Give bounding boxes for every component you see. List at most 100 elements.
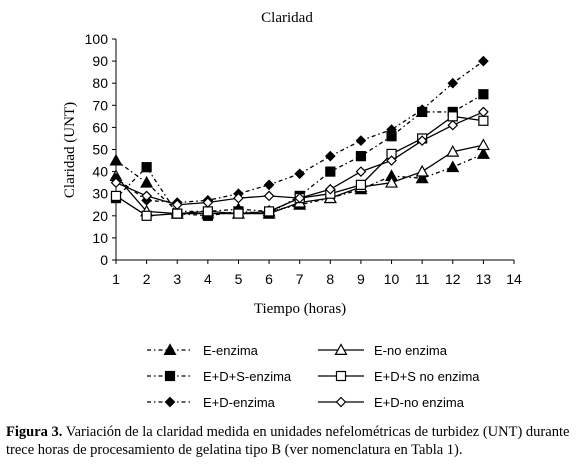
data-point bbox=[386, 155, 397, 166]
legend: E-enzima E-no enzima E+D+S-enzima E+D+S no … bbox=[147, 343, 480, 410]
y-axis-label: Claridad (UNT) bbox=[62, 102, 78, 198]
data-point bbox=[233, 192, 244, 204]
data-point bbox=[476, 147, 490, 159]
x-tick-label: 6 bbox=[265, 271, 273, 287]
data-point bbox=[355, 135, 367, 147]
data-point bbox=[416, 135, 428, 147]
data-point bbox=[478, 115, 489, 126]
x-tick-label: 5 bbox=[235, 271, 243, 287]
data-point bbox=[415, 164, 429, 177]
x-tick-label: 12 bbox=[445, 271, 461, 287]
data-point bbox=[355, 179, 367, 190]
x-tick-label: 10 bbox=[384, 271, 400, 287]
data-point bbox=[263, 190, 275, 202]
data-point bbox=[355, 166, 367, 177]
y-tick-label: 70 bbox=[92, 97, 108, 113]
data-point bbox=[233, 208, 244, 219]
legend-item: E-enzima bbox=[147, 343, 259, 358]
data-point bbox=[202, 197, 214, 208]
data-point bbox=[294, 192, 306, 204]
x-tick-label: 7 bbox=[296, 271, 304, 287]
y-tick-label: 30 bbox=[92, 186, 108, 202]
y-tick-label: 90 bbox=[92, 53, 108, 69]
data-point bbox=[478, 106, 489, 118]
data-point bbox=[447, 77, 459, 89]
legend-label: E+D-enzima bbox=[203, 395, 276, 410]
data-point bbox=[263, 179, 275, 191]
legend-marker bbox=[335, 370, 347, 382]
caption-text: Variación de la claridad medida en unida… bbox=[6, 424, 570, 458]
chart-title: Claridad bbox=[261, 10, 313, 26]
y-axis-label-group: Claridad (UNT) bbox=[62, 102, 78, 198]
data-point bbox=[325, 166, 336, 177]
data-point bbox=[294, 168, 306, 180]
legend-label: E-enzima bbox=[203, 343, 259, 358]
y-tick-label: 50 bbox=[92, 142, 108, 158]
series-layer bbox=[109, 55, 490, 221]
data-point bbox=[446, 144, 460, 157]
data-point bbox=[386, 124, 397, 135]
legend-label: E+D+S-enzima bbox=[203, 369, 292, 384]
data-point bbox=[171, 199, 183, 211]
y-tick-label: 20 bbox=[92, 208, 108, 224]
data-point bbox=[110, 177, 122, 188]
caption-label: Figura 3. bbox=[6, 424, 63, 440]
legend-item: E+D+S-enzima bbox=[147, 369, 292, 384]
data-point bbox=[141, 162, 152, 173]
legend-label: E+D-no enzima bbox=[374, 395, 465, 410]
data-point bbox=[447, 111, 458, 122]
data-point bbox=[478, 55, 489, 67]
data-point bbox=[447, 119, 459, 131]
data-point bbox=[385, 175, 399, 188]
y-tick-label: 40 bbox=[92, 164, 108, 180]
x-axis-label: Tiempo (horas) bbox=[254, 301, 346, 317]
data-point bbox=[355, 151, 367, 162]
legend-marker bbox=[164, 370, 176, 382]
data-point bbox=[141, 190, 152, 202]
y-tick-label: 100 bbox=[85, 31, 109, 47]
legend-marker bbox=[334, 343, 348, 355]
x-tick-label: 13 bbox=[476, 271, 492, 287]
legend-item: E-no enzima bbox=[318, 343, 448, 358]
data-point bbox=[140, 175, 154, 188]
data-point bbox=[478, 89, 489, 100]
data-point bbox=[109, 153, 123, 166]
series-6 bbox=[110, 106, 489, 211]
data-point bbox=[476, 138, 490, 151]
data-point bbox=[324, 150, 336, 162]
legend-item: E+D-enzima bbox=[147, 395, 276, 410]
x-tick-label: 1 bbox=[112, 271, 120, 287]
x-tick-label: 3 bbox=[173, 271, 181, 287]
legend-label: E+D+S no enzima bbox=[374, 369, 480, 384]
x-tick-label: 11 bbox=[415, 271, 430, 287]
legend-label: E-no enzima bbox=[374, 343, 448, 358]
x-tick-label: 4 bbox=[204, 271, 212, 287]
chart: Claridad Claridad (UNT) Tiempo (horas) 0… bbox=[62, 10, 522, 410]
legend-item: E+D+S no enzima bbox=[318, 369, 480, 384]
legend-marker bbox=[163, 343, 177, 355]
data-point bbox=[110, 190, 122, 202]
y-tick-label: 60 bbox=[92, 119, 108, 135]
x-tick-label: 2 bbox=[143, 271, 151, 287]
data-point bbox=[324, 183, 336, 195]
x-tick-label: 9 bbox=[357, 271, 365, 287]
x-tick-label: 14 bbox=[506, 271, 522, 287]
y-tick-label: 0 bbox=[100, 252, 108, 268]
data-point bbox=[202, 206, 213, 217]
legend-item: E+D-no enzima bbox=[318, 395, 465, 410]
legend-marker bbox=[335, 396, 347, 408]
series-line bbox=[115, 60, 484, 204]
data-point bbox=[446, 160, 460, 173]
figure-caption: Figura 3. Variación de la claridad medid… bbox=[6, 423, 576, 459]
x-tick-label: 8 bbox=[326, 271, 334, 287]
data-point bbox=[141, 210, 152, 221]
data-point bbox=[172, 208, 183, 219]
y-tick-label: 80 bbox=[92, 75, 108, 91]
data-point bbox=[416, 104, 428, 116]
legend-marker bbox=[164, 396, 176, 408]
data-point bbox=[263, 206, 275, 217]
y-tick-label: 10 bbox=[92, 230, 108, 246]
data-point bbox=[415, 171, 429, 184]
